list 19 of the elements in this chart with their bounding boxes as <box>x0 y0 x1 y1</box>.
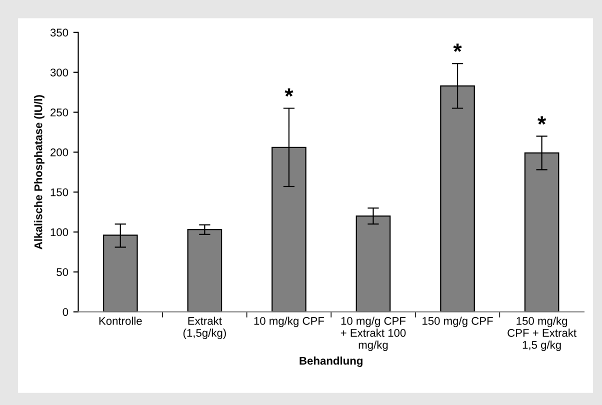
y-tick-label: 50 <box>56 268 68 276</box>
x-tick-label: 150 mg/kg CPF + Extrakt 1,5 g/kg <box>508 316 576 352</box>
x-tick-label: Kontrolle <box>99 316 142 325</box>
y-tick-label: 100 <box>50 228 68 236</box>
annotation: * <box>538 116 546 125</box>
x-tick-label: 150 mg/g CPF <box>422 316 493 328</box>
x-axis-title: Behandlung <box>300 356 362 367</box>
x-tick-label: 10 mg/kg CPF <box>254 316 324 328</box>
x-tick-label: 10 mg/g CPF + Extrakt 100 mg/kg <box>340 316 406 352</box>
y-tick-label: 200 <box>50 148 68 156</box>
y-axis-title: Alkalische Phosphatase (IU/l) <box>34 95 44 250</box>
annotation: * <box>284 88 294 97</box>
y-tick-label: 250 <box>50 108 68 116</box>
y-tick-label: 0 <box>62 308 68 316</box>
y-tick-label: 150 <box>50 188 68 196</box>
y-tick-label: 300 <box>50 68 68 76</box>
annotation: * <box>453 44 462 52</box>
x-tick-label: Extrakt (1,5g/kg) <box>183 316 226 340</box>
y-tick-label: 350 <box>50 28 68 37</box>
